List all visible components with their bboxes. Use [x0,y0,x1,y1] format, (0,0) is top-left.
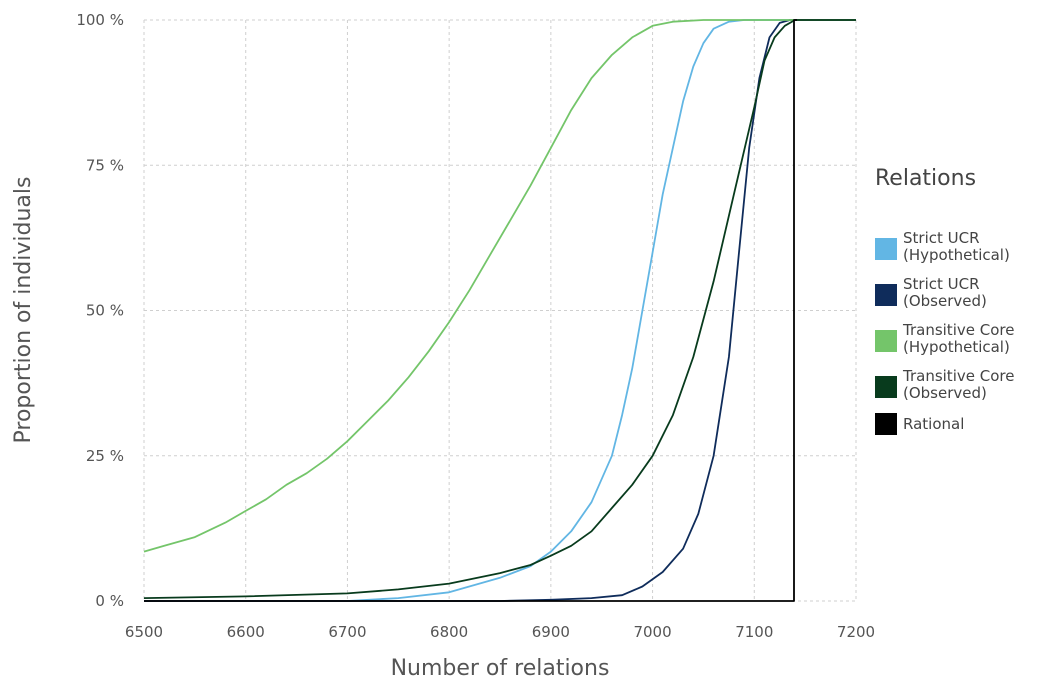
x-tick-label: 7000 [633,623,671,641]
y-tick-label: 25 % [86,447,124,465]
legend-label: Transitive Core [902,367,1014,385]
legend-swatch-1 [875,238,897,260]
legend-label: (Observed) [903,292,987,310]
legend: Relations Strict UCR(Hypothetical)Strict… [875,166,1014,435]
y-axis-title: Proportion of individuals [11,177,36,444]
y-tick-label: 0 % [95,592,124,610]
legend-label: Transitive Core [902,321,1014,339]
grid [143,19,857,602]
x-axis-ticks: 6500 6600 6700 6800 6900 7000 7100 7200 [125,623,875,641]
series-line-3 [143,19,856,553]
x-tick-label: 6600 [227,623,265,641]
x-tick-label: 6900 [532,623,570,641]
y-tick-label: 50 % [86,302,124,320]
x-tick-label: 7200 [837,623,875,641]
legend-label: (Hypothetical) [903,246,1010,264]
y-axis-ticks: 0 % 25 % 50 % 75 % 100 % [76,11,124,610]
x-axis-title: Number of relations [391,656,610,681]
legend-label: Strict UCR [903,229,980,247]
x-tick-label: 6700 [328,623,366,641]
x-tick-label: 6800 [430,623,468,641]
legend-title: Relations [875,166,976,191]
x-tick-label: 6500 [125,623,163,641]
legend-label: Strict UCR [903,275,980,293]
series-line-2 [144,19,856,602]
y-tick-label: 100 % [76,11,124,29]
legend-label: (Observed) [903,384,987,402]
series-line-4 [143,19,856,599]
legend-label: Rational [903,415,964,433]
series-line-1 [144,19,856,602]
y-tick-label: 75 % [86,156,124,174]
legend-swatch-3 [875,330,897,352]
legend-swatch-2 [875,284,897,306]
legend-swatch-5 [875,413,897,435]
legend-label: (Hypothetical) [903,338,1010,356]
series-line-5 [144,19,797,602]
plot-area [143,19,856,602]
legend-swatch-4 [875,376,897,398]
x-tick-label: 7100 [735,623,773,641]
